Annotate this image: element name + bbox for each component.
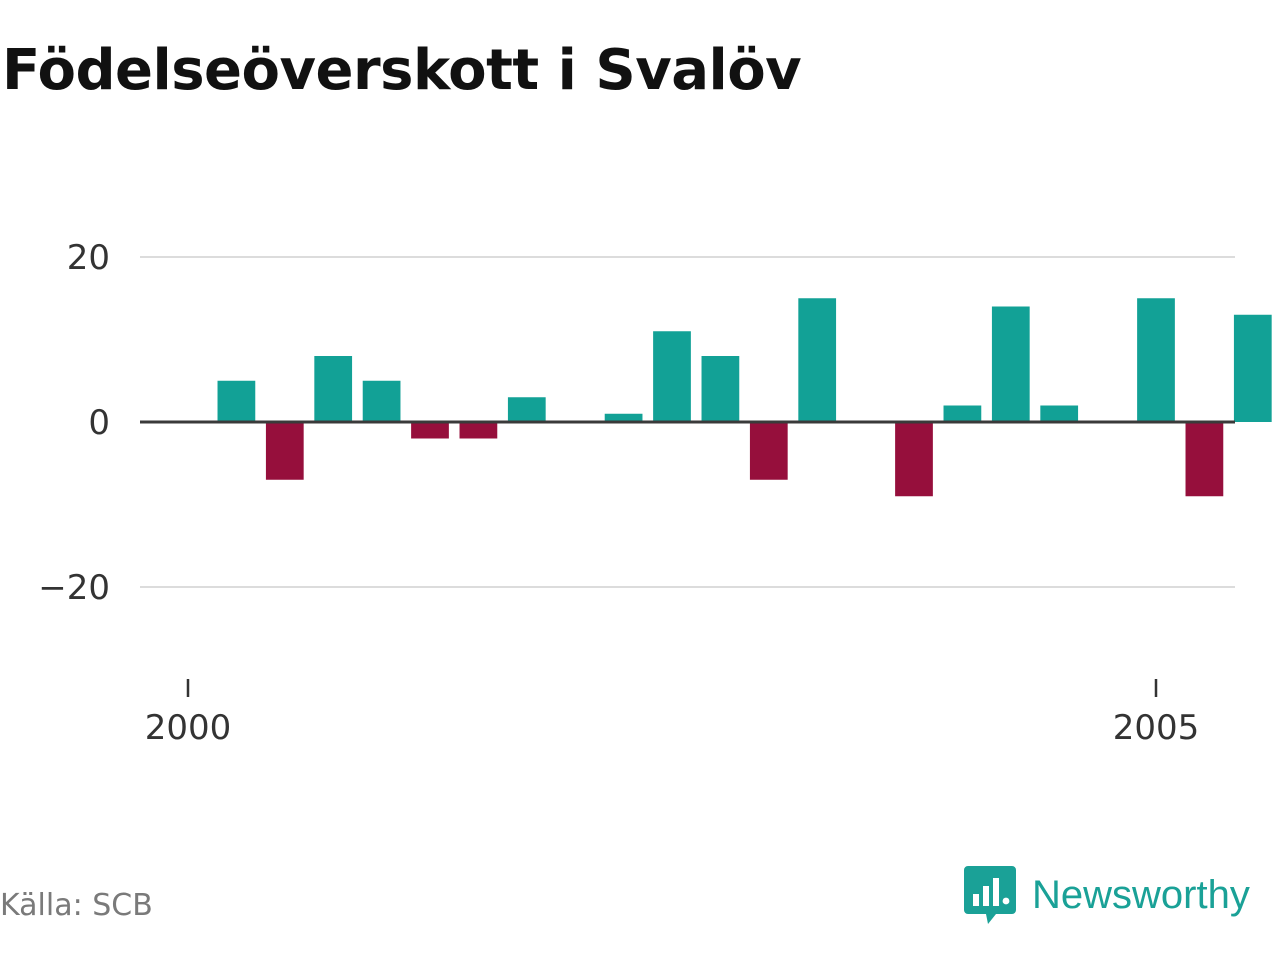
bar — [459, 422, 498, 439]
bar — [604, 413, 643, 422]
x-tick-label: 2000 — [145, 708, 232, 748]
bar — [991, 306, 1030, 422]
newsworthy-logo-icon — [964, 866, 1016, 924]
bar — [362, 380, 401, 422]
brand-logo[interactable]: Newsworthy — [964, 866, 1250, 924]
y-tick-label: 0 — [88, 403, 110, 443]
bar — [265, 422, 304, 480]
bar — [749, 422, 788, 480]
y-axis: 20 0 −20 — [38, 238, 110, 608]
y-tick-label: −20 — [38, 568, 110, 608]
grid-lines — [140, 256, 1235, 588]
bar — [1233, 314, 1272, 422]
x-axis: 200020052010201520202025 — [145, 679, 1200, 748]
bar — [943, 405, 982, 422]
source-label: Källa: SCB — [0, 888, 153, 923]
bar — [217, 380, 256, 422]
bar — [507, 397, 546, 422]
bar — [798, 298, 837, 422]
bar — [1185, 422, 1224, 497]
x-tick-label: 2005 — [1113, 708, 1200, 748]
brand-name: Newsworthy — [1032, 872, 1250, 917]
bar — [314, 356, 353, 422]
bars — [217, 298, 1272, 497]
bar — [411, 422, 449, 439]
chart-title: Födelseöverskott i Svalöv — [2, 38, 802, 103]
bar — [895, 422, 933, 497]
bar — [1137, 298, 1175, 422]
bar — [653, 331, 691, 422]
bar — [1040, 405, 1079, 422]
y-tick-label: 20 — [67, 238, 110, 278]
bar — [701, 356, 740, 422]
